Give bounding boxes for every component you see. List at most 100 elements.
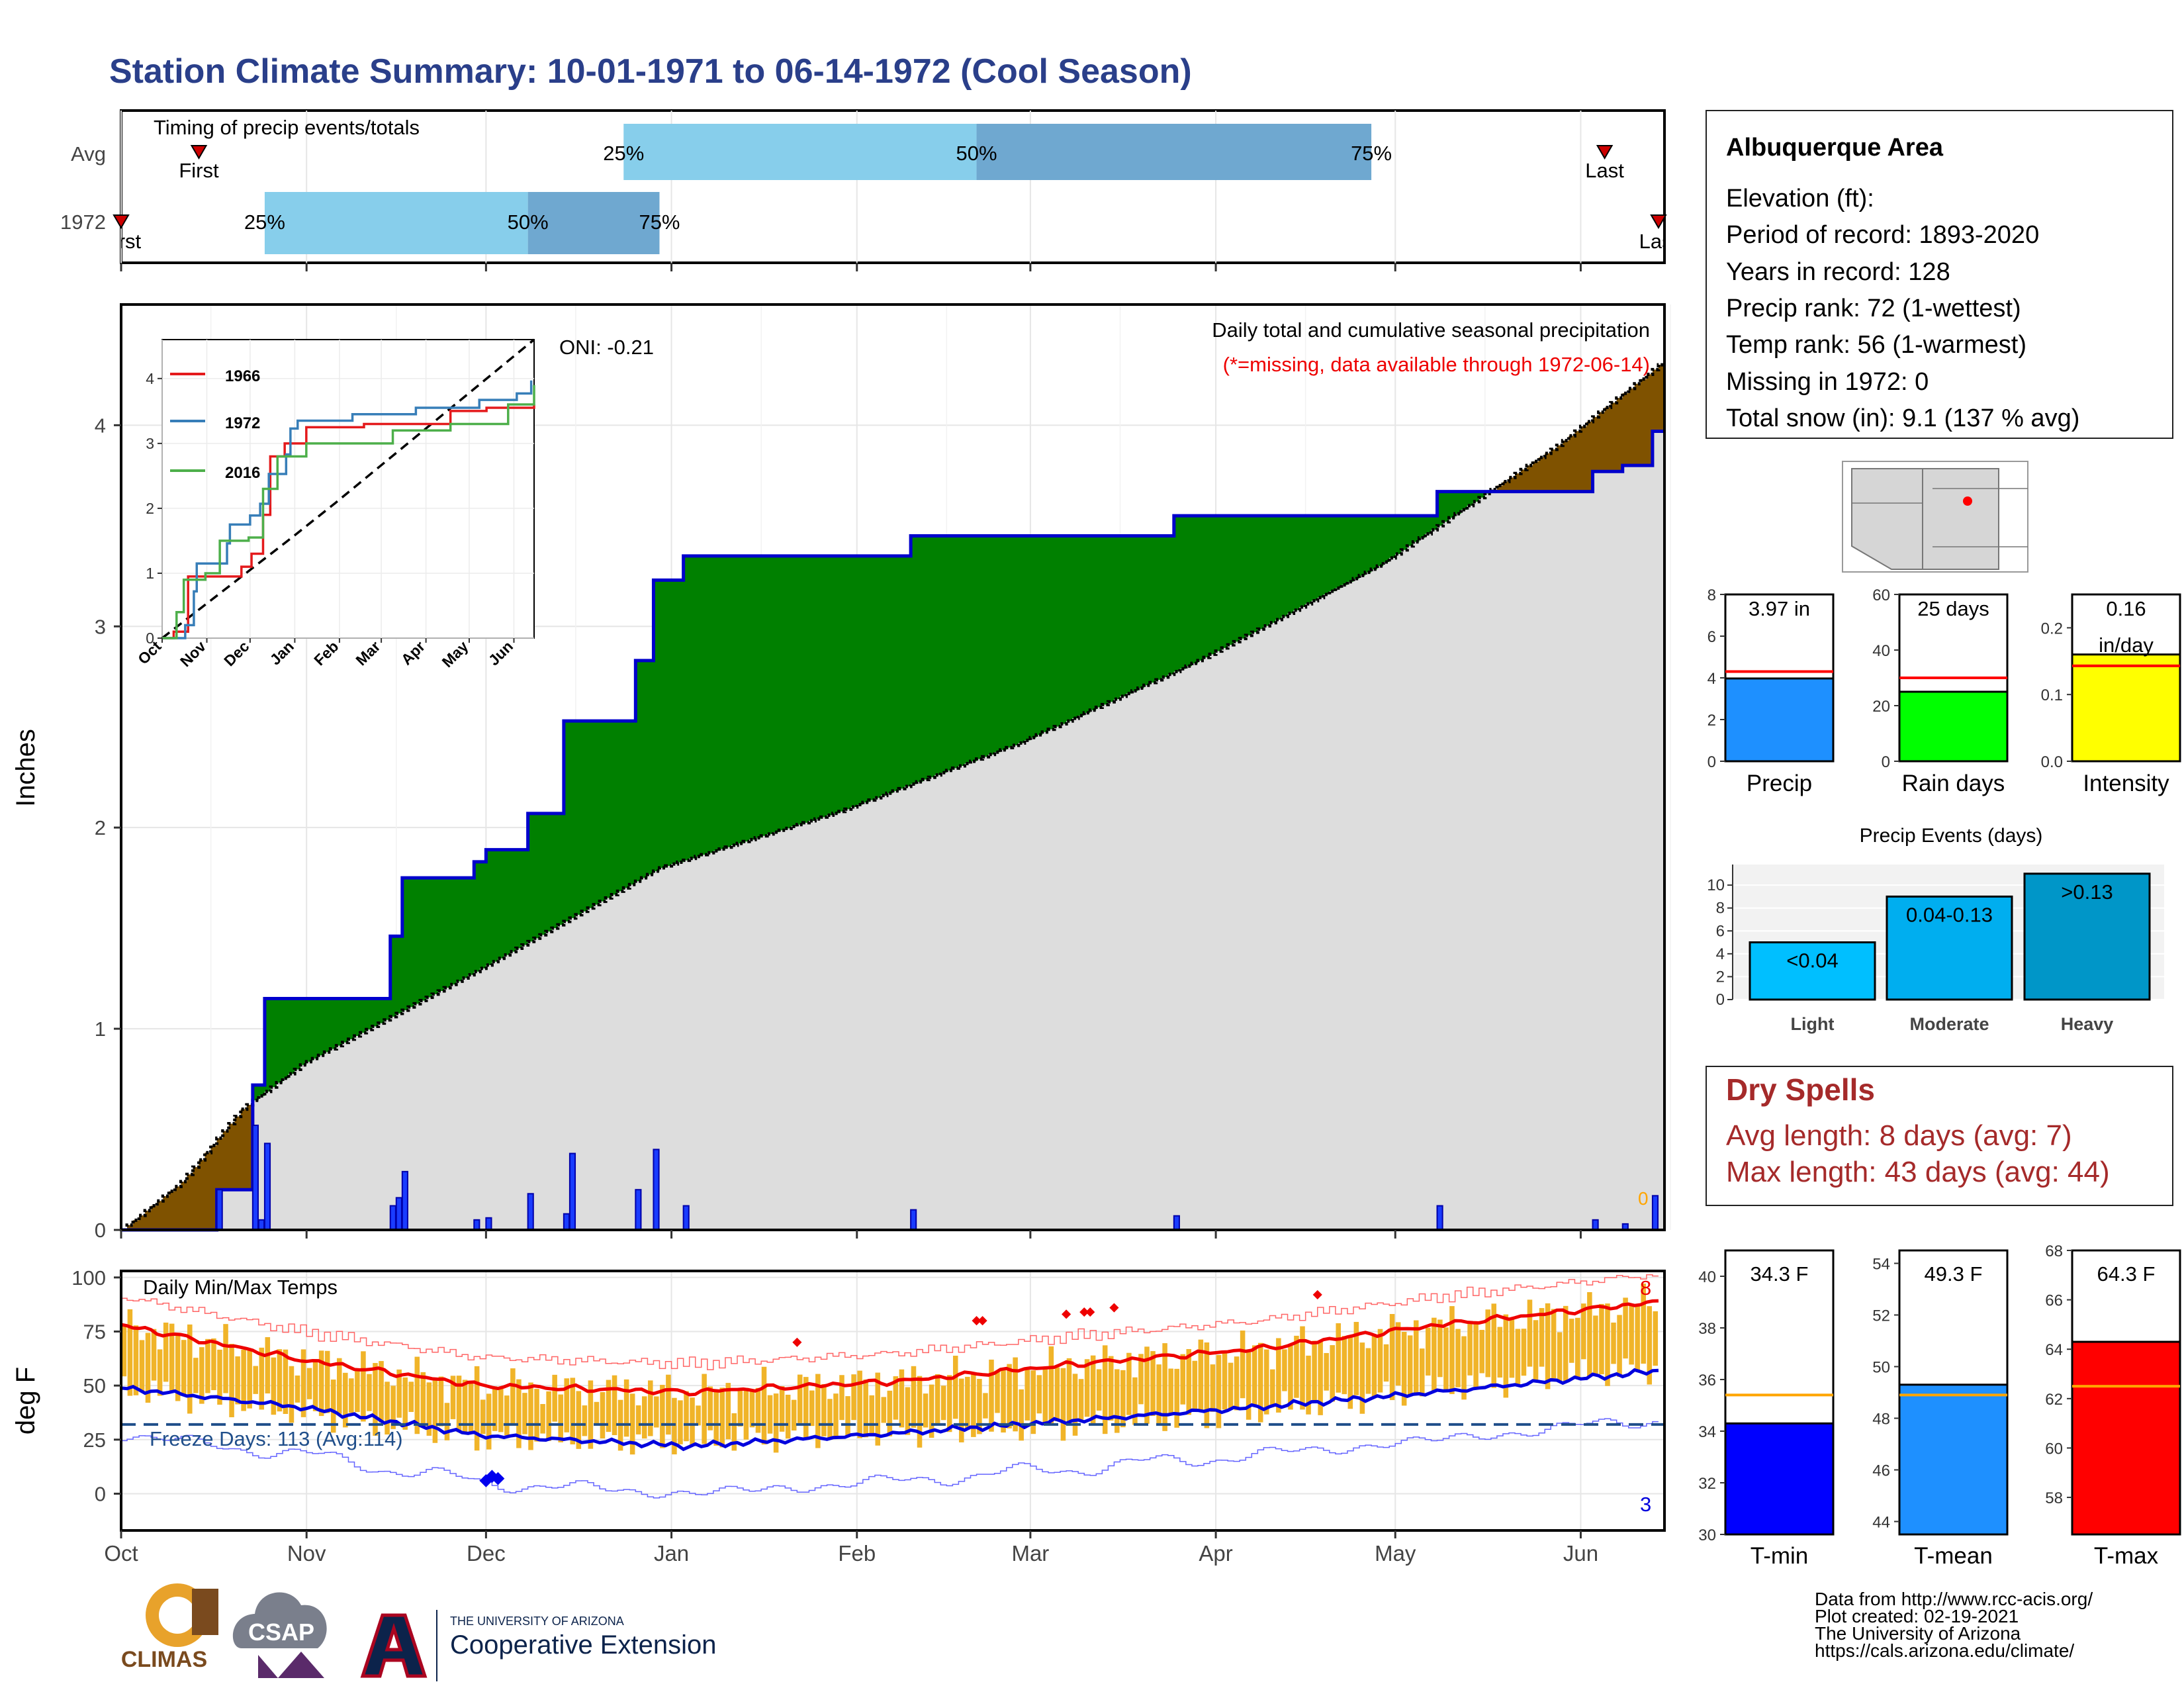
daily-temp-bar (887, 1390, 893, 1436)
daily-temp-bar (349, 1378, 354, 1413)
avg-last-marker (1596, 145, 1614, 160)
inset-legend-2016: 2016 (225, 464, 260, 482)
summary-bar-tick: 0.1 (2041, 686, 2063, 704)
daily-temp-bar (995, 1370, 1000, 1413)
daily-temp-bar (594, 1401, 600, 1426)
dry-title: Dry Spells (1726, 1072, 1875, 1107)
daily-temp-bar (1126, 1352, 1132, 1415)
daily-temp-bar (1156, 1364, 1161, 1424)
daily-temp-bar (1539, 1308, 1545, 1367)
daily-temp-bar (396, 1369, 402, 1418)
daily-temp-bar (809, 1390, 815, 1427)
daily-temp-bar (247, 1350, 252, 1409)
daily-temp-bar (749, 1389, 755, 1428)
temp-summary-tick: 38 (1698, 1320, 1716, 1338)
daily-temp-bar (857, 1370, 862, 1438)
daily-temp-bar (1432, 1317, 1437, 1393)
climas-text: CLIMAS (121, 1647, 207, 1672)
average-min-line (120, 1368, 1659, 1452)
year-last-label: Last (1639, 230, 1678, 253)
precip-y-tick: 4 (95, 414, 106, 437)
info-line-temp-rank: Temp rank: 56 (1-warmest) (1726, 331, 2026, 359)
daily-temp-bar (1001, 1369, 1006, 1433)
daily-temp-bar (952, 1356, 958, 1419)
events-bar-moderate (1886, 895, 2013, 1001)
events-bar-heavy (2023, 872, 2151, 1001)
avg-last-label: Last (1585, 159, 1624, 182)
daily-temp-bar (552, 1374, 557, 1422)
daily-temp-bar (1084, 1359, 1090, 1417)
inset-series-2016 (162, 385, 535, 639)
daily-temp-bar (1443, 1327, 1449, 1392)
precip-y-tick: 3 (95, 615, 106, 638)
dry-spells-box: Dry Spells Avg length: 8 days (avg: 7) M… (1706, 1066, 2173, 1206)
temp-summary-tick: 46 (1872, 1462, 1890, 1480)
daily-temp-bar (1115, 1369, 1120, 1433)
daily-temp-bar (1426, 1327, 1431, 1376)
temp-y-tick: 75 (83, 1320, 106, 1343)
daily-temp-bar (1300, 1326, 1305, 1410)
year-q75-label: 75% (639, 211, 680, 234)
daily-precip-bar (401, 1170, 408, 1231)
daily-temp-bar (139, 1340, 145, 1393)
daily-temp-bar (1611, 1322, 1616, 1364)
timing-row-year-label: 1972 (60, 211, 106, 234)
month-tick-label: Feb (838, 1541, 876, 1566)
temp-summary-tick: 40 (1698, 1268, 1716, 1286)
avg-quartile-bar-25-50 (623, 124, 977, 180)
precip-y-tick: 2 (95, 816, 106, 839)
csap-logo: CSAP (232, 1592, 327, 1678)
avg-q75-label: 75% (1351, 142, 1392, 165)
average-max-line (120, 1299, 1659, 1397)
daily-temp-bar (1324, 1352, 1329, 1391)
daily-temp-bar (1347, 1337, 1353, 1409)
temp-summary-tick: 32 (1698, 1475, 1716, 1493)
temp-summary-tick: 64 (2045, 1341, 2063, 1359)
avg-first-label: First (179, 159, 219, 182)
daily-temp-bar (989, 1359, 994, 1432)
daily-temp-bar (157, 1349, 163, 1396)
inset-y-tick: 4 (146, 370, 154, 387)
daily-precip-bar (635, 1189, 642, 1231)
daily-temp-bar (181, 1340, 187, 1395)
daily-temp-bar (1276, 1338, 1281, 1413)
daily-temp-bar (486, 1393, 492, 1450)
record-high-marker (1085, 1307, 1095, 1317)
daily-temp-bar (1054, 1367, 1060, 1422)
dry-max: Max length: 43 days (avg: 44) (1726, 1156, 2110, 1188)
record-low-marker (491, 1472, 505, 1485)
events-y-tick: 10 (1707, 876, 1725, 894)
daily-temp-bar (1473, 1322, 1479, 1387)
summary-bar-value: 25 days (1917, 597, 1989, 620)
events-category: Moderate (1909, 1014, 1989, 1034)
daily-temp-bar (761, 1366, 767, 1445)
daily-temp-bar (1641, 1284, 1646, 1364)
temp-y-tick: 100 (71, 1266, 106, 1289)
ua-logo: THE UNIVERSITY OF ARIZONA Cooperative Ex… (360, 1610, 716, 1681)
daily-temp-bar (690, 1397, 695, 1446)
summary-bar-name: Intensity (2083, 771, 2169, 796)
daily-temp-bar (528, 1382, 533, 1450)
daily-temp-bar (767, 1395, 773, 1434)
daily-temp-bar (1467, 1322, 1473, 1376)
daily-temp-bar (564, 1378, 570, 1432)
temp-summary-bars: 30 32 34 36 38 40 34.3 F T-min 44 46 48 50 52 54 49.3 … (1698, 1243, 2181, 1569)
temp-y-tick: 25 (83, 1429, 106, 1452)
daily-temp-bar (893, 1376, 899, 1420)
daily-temp-bar (1359, 1342, 1365, 1414)
daily-temp-bar (803, 1377, 809, 1440)
daily-temp-bar (1108, 1356, 1114, 1421)
daily-temp-bar (791, 1399, 797, 1431)
month-tick-label: Jun (1563, 1541, 1598, 1566)
summary-bar-tick: 8 (1707, 586, 1716, 604)
summary-bar-0 (1724, 677, 1835, 763)
record-max-count: 8 (1640, 1276, 1651, 1299)
daily-temp-bar (1377, 1329, 1383, 1393)
daily-temp-bar (1395, 1322, 1401, 1386)
footer-line-4: https://cals.arizona.edu/climate/ (1815, 1640, 2074, 1661)
daily-precip-bar (527, 1193, 534, 1231)
summary-bar-name: Precip (1747, 771, 1812, 796)
summary-bar-unit: in/day (2099, 633, 2154, 657)
summary-bar-tick: 40 (1872, 642, 1890, 660)
daily-precip-bar (389, 1205, 396, 1231)
